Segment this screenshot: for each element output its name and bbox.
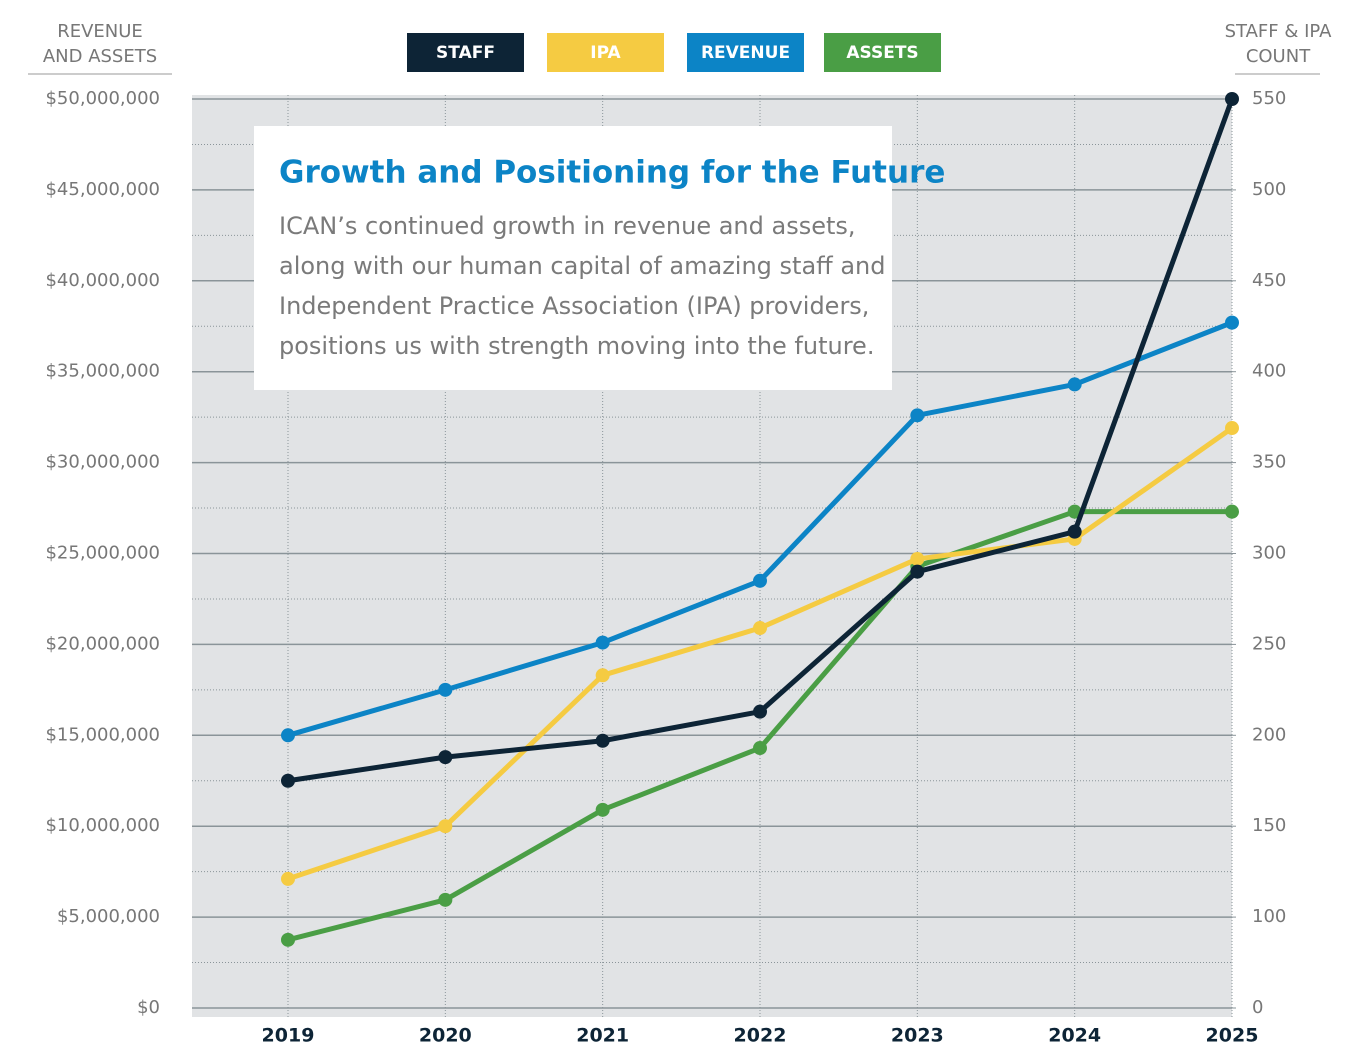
- data-point: [595, 802, 610, 817]
- data-point: [281, 728, 295, 743]
- y-tick-label: $45,000,000: [45, 179, 160, 200]
- data-point: [753, 704, 767, 719]
- annotation-text: along with our human capital of amazing …: [279, 252, 885, 280]
- x-tick-label: 2019: [262, 1025, 315, 1047]
- data-point: [595, 668, 610, 683]
- data-point: [438, 819, 453, 834]
- legend-swatch: [687, 33, 804, 72]
- y2-tick-label: 550: [1252, 88, 1286, 109]
- legend-label: ASSETS: [846, 43, 918, 63]
- y-tick-label: $5,000,000: [57, 906, 160, 927]
- chart-title: Growth and Positioning for the Future: [279, 155, 945, 191]
- legend-label: STAFF: [436, 43, 495, 63]
- data-point: [1225, 92, 1239, 106]
- y2-tick-label: 500: [1252, 179, 1286, 200]
- data-point: [1225, 421, 1239, 436]
- y2-axis-title: COUNT: [1246, 46, 1311, 67]
- data-point: [595, 635, 610, 650]
- annotation-text: ICAN’s continued growth in revenue and a…: [279, 212, 856, 240]
- y-tick-label: $35,000,000: [45, 361, 160, 382]
- x-tick-label: 2023: [891, 1025, 944, 1047]
- data-point: [281, 932, 295, 947]
- legend-swatch: [547, 33, 664, 72]
- y2-tick-label: 100: [1252, 906, 1286, 927]
- y2-tick-label: 0: [1252, 997, 1263, 1018]
- y-tick-label: $0: [137, 997, 160, 1018]
- data-point: [1067, 524, 1082, 539]
- y2-axis-title: STAFF & IPA: [1225, 21, 1333, 42]
- annotation-text: positions us with strength moving into t…: [279, 332, 874, 360]
- data-point: [753, 741, 767, 756]
- data-point: [1225, 315, 1239, 330]
- annotation-text: Independent Practice Association (IPA) p…: [279, 292, 869, 320]
- legend-label: IPA: [590, 43, 621, 63]
- y-tick-label: $20,000,000: [45, 633, 160, 654]
- y2-tick-label: 450: [1252, 270, 1286, 291]
- data-point: [910, 408, 925, 423]
- y-axis-title: REVENUE: [57, 21, 143, 42]
- x-tick-label: 2024: [1048, 1025, 1101, 1047]
- data-point: [910, 564, 925, 579]
- data-point: [753, 621, 767, 636]
- lines: [281, 92, 1239, 947]
- y-tick-label: $25,000,000: [45, 543, 160, 564]
- y2-tick-label: 400: [1252, 361, 1286, 382]
- y-tick-label: $50,000,000: [45, 88, 160, 109]
- data-point: [438, 682, 453, 697]
- data-point: [910, 551, 925, 566]
- data-point: [438, 892, 453, 907]
- data-point: [438, 750, 453, 765]
- y-tick-label: $10,000,000: [45, 815, 160, 836]
- legend-label: REVENUE: [701, 43, 790, 63]
- y2-tick-label: 150: [1252, 815, 1286, 836]
- y-tick-label: $40,000,000: [45, 270, 160, 291]
- x-tick-label: 2021: [576, 1025, 629, 1047]
- data-point: [281, 871, 295, 886]
- data-point: [753, 573, 767, 588]
- y2-tick-label: 350: [1252, 452, 1286, 473]
- y2-tick-label: 300: [1252, 543, 1286, 564]
- x-tick-label: 2025: [1206, 1025, 1259, 1047]
- y-tick-label: $15,000,000: [45, 724, 160, 745]
- y-tick-label: $30,000,000: [45, 452, 160, 473]
- data-point: [1067, 377, 1082, 392]
- y-axis-title: AND ASSETS: [43, 46, 157, 67]
- y2-tick-label: 200: [1252, 724, 1286, 745]
- legend-swatch: [824, 33, 941, 72]
- data-point: [281, 773, 295, 788]
- annotation-box: [254, 126, 892, 390]
- data-point: [595, 733, 610, 748]
- x-tick-label: 2022: [734, 1025, 787, 1047]
- y2-tick-label: 250: [1252, 633, 1286, 654]
- legend-swatch: [407, 33, 524, 72]
- data-point: [1225, 504, 1239, 519]
- x-tick-label: 2020: [419, 1025, 472, 1047]
